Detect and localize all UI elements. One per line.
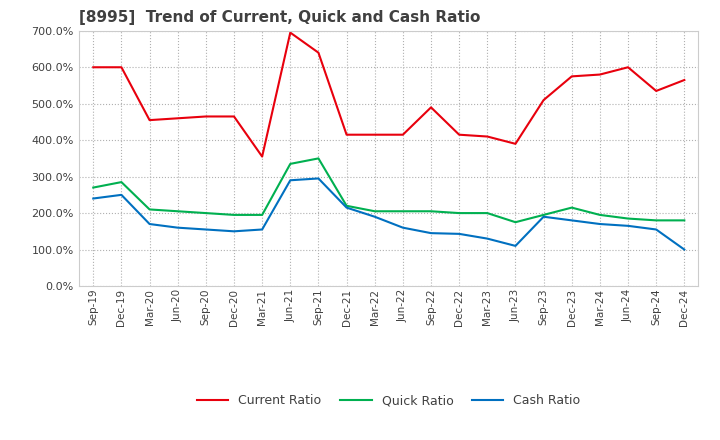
Current Ratio — [680, 77, 688, 83]
Quick Ratio — [680, 218, 688, 223]
Cash Ratio — [89, 196, 98, 201]
Quick Ratio — [174, 209, 182, 214]
Cash Ratio — [117, 192, 126, 198]
Quick Ratio — [567, 205, 576, 210]
Line: Quick Ratio: Quick Ratio — [94, 158, 684, 222]
Current Ratio — [539, 97, 548, 103]
Cash Ratio — [427, 231, 436, 236]
Line: Cash Ratio: Cash Ratio — [94, 179, 684, 249]
Cash Ratio — [314, 176, 323, 181]
Legend: Current Ratio, Quick Ratio, Cash Ratio: Current Ratio, Quick Ratio, Cash Ratio — [192, 389, 585, 412]
Current Ratio — [595, 72, 604, 77]
Current Ratio — [483, 134, 492, 139]
Quick Ratio — [624, 216, 632, 221]
Text: [8995]  Trend of Current, Quick and Cash Ratio: [8995] Trend of Current, Quick and Cash … — [79, 11, 480, 26]
Cash Ratio — [595, 221, 604, 227]
Cash Ratio — [230, 229, 238, 234]
Quick Ratio — [539, 212, 548, 217]
Cash Ratio — [145, 221, 154, 227]
Cash Ratio — [539, 214, 548, 220]
Current Ratio — [370, 132, 379, 137]
Cash Ratio — [652, 227, 660, 232]
Quick Ratio — [89, 185, 98, 190]
Quick Ratio — [652, 218, 660, 223]
Current Ratio — [117, 65, 126, 70]
Quick Ratio — [145, 207, 154, 212]
Current Ratio — [202, 114, 210, 119]
Current Ratio — [624, 65, 632, 70]
Quick Ratio — [258, 212, 266, 217]
Cash Ratio — [624, 223, 632, 228]
Current Ratio — [511, 141, 520, 147]
Quick Ratio — [202, 210, 210, 216]
Current Ratio — [89, 65, 98, 70]
Quick Ratio — [286, 161, 294, 166]
Current Ratio — [230, 114, 238, 119]
Quick Ratio — [230, 212, 238, 217]
Current Ratio — [286, 30, 294, 35]
Current Ratio — [314, 50, 323, 55]
Quick Ratio — [595, 212, 604, 217]
Current Ratio — [174, 116, 182, 121]
Cash Ratio — [342, 205, 351, 210]
Current Ratio — [427, 105, 436, 110]
Current Ratio — [399, 132, 408, 137]
Cash Ratio — [483, 236, 492, 241]
Cash Ratio — [680, 247, 688, 252]
Quick Ratio — [483, 210, 492, 216]
Quick Ratio — [399, 209, 408, 214]
Current Ratio — [652, 88, 660, 94]
Current Ratio — [342, 132, 351, 137]
Quick Ratio — [117, 180, 126, 185]
Current Ratio — [455, 132, 464, 137]
Quick Ratio — [314, 156, 323, 161]
Line: Current Ratio: Current Ratio — [94, 33, 684, 157]
Cash Ratio — [511, 243, 520, 249]
Quick Ratio — [370, 209, 379, 214]
Cash Ratio — [567, 218, 576, 223]
Quick Ratio — [455, 210, 464, 216]
Quick Ratio — [342, 203, 351, 209]
Quick Ratio — [427, 209, 436, 214]
Quick Ratio — [511, 220, 520, 225]
Cash Ratio — [286, 178, 294, 183]
Current Ratio — [258, 154, 266, 159]
Cash Ratio — [202, 227, 210, 232]
Current Ratio — [567, 74, 576, 79]
Cash Ratio — [258, 227, 266, 232]
Cash Ratio — [370, 214, 379, 220]
Cash Ratio — [455, 231, 464, 237]
Cash Ratio — [399, 225, 408, 230]
Cash Ratio — [174, 225, 182, 230]
Current Ratio — [145, 117, 154, 123]
